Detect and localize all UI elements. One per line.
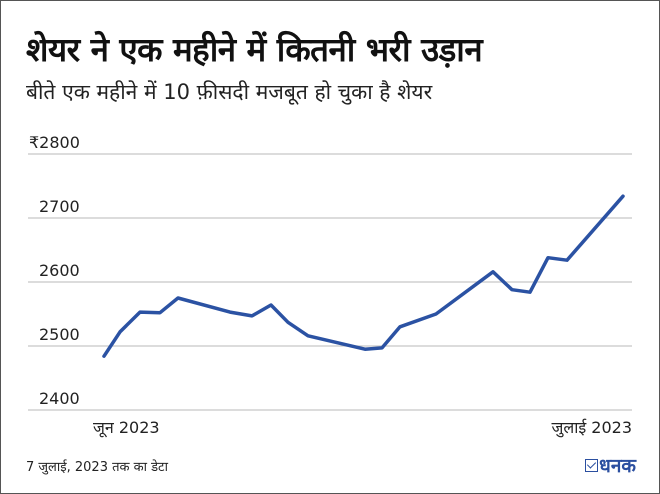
x-tick-label: जुलाई 2023	[551, 418, 632, 438]
y-axis-labels: ₹2800 2700 2600 2500 2400	[29, 133, 80, 408]
brand-logo: धनक	[585, 452, 636, 478]
x-tick-label: जून 2023	[93, 418, 160, 438]
y-tick-label: 2600	[39, 261, 80, 280]
x-axis-labels: जून 2023 जुलाई 2023	[93, 418, 632, 438]
y-tick-label: ₹2800	[29, 133, 80, 152]
gridlines	[28, 153, 632, 411]
brand-name: धनक	[599, 455, 636, 477]
y-tick-label: 2700	[39, 197, 80, 216]
y-tick-label: 2500	[39, 325, 80, 344]
chart-title: शेयर ने एक महीने में कितनी भरी उड़ान	[26, 30, 483, 69]
checkbox-icon	[585, 458, 599, 472]
chart-subtitle: बीते एक महीने में 10 फ़ीसदी मजबूत हो चुक…	[26, 80, 433, 104]
price-line	[102, 194, 625, 358]
y-tick-label: 2400	[39, 389, 80, 408]
data-note: 7 जुलाई, 2023 तक का डेटा	[26, 460, 168, 475]
